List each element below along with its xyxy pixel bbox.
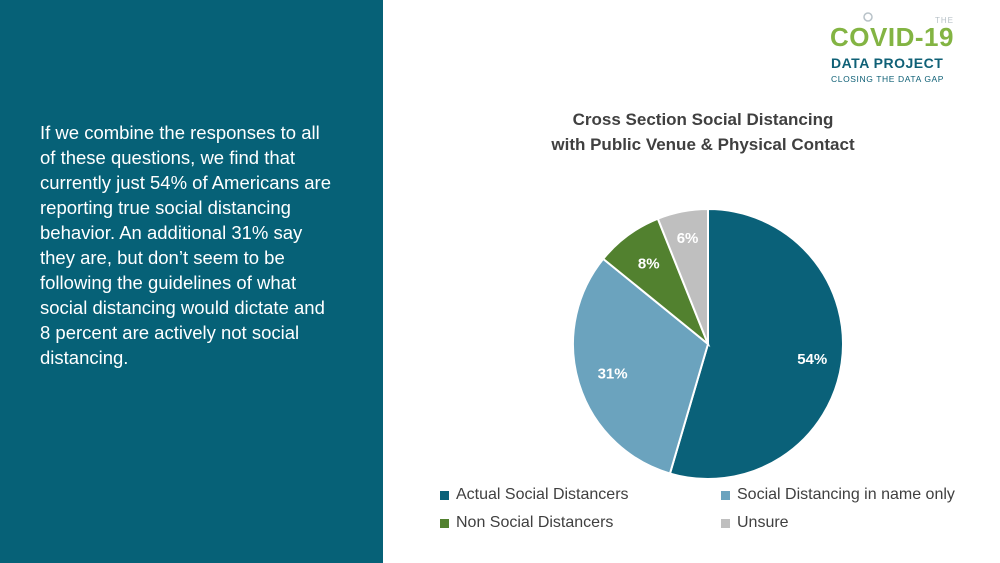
chart-title-line-1: Cross Section Social Distancing bbox=[572, 110, 834, 129]
summary-text: If we combine the responses to all of th… bbox=[40, 122, 331, 368]
pie-data-label-1: 54% bbox=[797, 351, 827, 368]
legend-label: Social Distancing in name only bbox=[737, 486, 955, 503]
legend-swatch bbox=[440, 518, 449, 528]
logo-name: COVID-19 bbox=[830, 22, 954, 52]
pie-data-label-2: 31% bbox=[598, 366, 628, 383]
pie-slice-2 bbox=[572, 257, 710, 475]
left-panel: If we combine the responses to all of th… bbox=[0, 0, 383, 563]
legend-swatch bbox=[721, 490, 730, 500]
logo-prefix: THE bbox=[935, 16, 954, 25]
legend-item-3: Non Social Distancers bbox=[440, 514, 613, 532]
pie-slice-4 bbox=[656, 207, 709, 345]
pie-data-label-4: 6% bbox=[677, 230, 699, 247]
pie-slice-1 bbox=[668, 207, 844, 480]
logo-tagline: CLOSING THE DATA GAP bbox=[831, 74, 945, 84]
legend-swatch bbox=[721, 518, 730, 528]
covid-data-project-logo: THE COVID-19 DATA PROJECT CLOSING THE DA… bbox=[830, 12, 980, 87]
legend-label: Non Social Distancers bbox=[456, 514, 614, 531]
chart-title: Cross Section Social Distancing with Pub… bbox=[503, 107, 903, 157]
chart-title-line-2: with Public Venue & Physical Contact bbox=[551, 135, 855, 154]
connector-node-icon bbox=[863, 12, 873, 22]
legend-item-2: Social Distancing in name only bbox=[721, 486, 955, 504]
legend-item-1: Actual Social Distancers bbox=[440, 486, 629, 504]
legend-label: Actual Social Distancers bbox=[456, 486, 629, 503]
legend-item-4: Unsure bbox=[721, 514, 789, 532]
pie-chart: 54% 31% 8% 6% bbox=[572, 207, 844, 480]
pie-data-label-3: 8% bbox=[638, 256, 660, 273]
legend-label: Unsure bbox=[737, 514, 789, 531]
legend-swatch bbox=[440, 490, 449, 500]
logo-subname: DATA PROJECT bbox=[831, 55, 944, 71]
